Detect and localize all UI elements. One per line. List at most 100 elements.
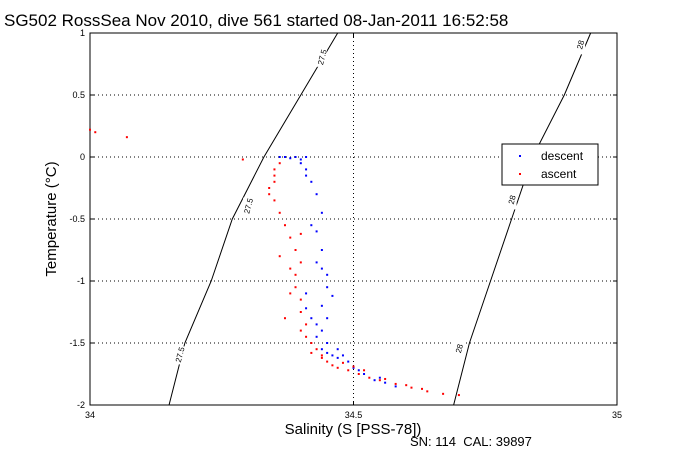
contour-label: 27.5 [174, 346, 187, 364]
descent-point [305, 174, 308, 177]
descent-point [278, 156, 281, 158]
y-tick-label: 0.5 [72, 90, 85, 100]
ascent-point [315, 348, 318, 351]
ascent-point [273, 174, 276, 177]
ascent-point [326, 360, 329, 363]
x-tick-label: 34 [85, 410, 95, 420]
ascent-point [283, 224, 286, 227]
ascent-point [331, 364, 334, 367]
legend-marker-ascent [519, 173, 521, 175]
descent-point [331, 354, 334, 357]
ascent-point [378, 379, 381, 382]
contour-label-bg [506, 191, 517, 210]
ascent-point [305, 335, 308, 338]
y-axis-label: Temperature (°C) [43, 161, 60, 276]
descent-point [326, 273, 329, 276]
descent-point [384, 381, 387, 384]
axis-ticks: 34 34.5 35 -2 -1.5 -1 -0.5 0 0.5 1 [69, 28, 622, 420]
y-tick-label: -2 [77, 400, 85, 410]
descent-point [326, 317, 329, 320]
ascent-point [278, 255, 281, 258]
ascent-point [283, 317, 286, 320]
descent-point [341, 354, 344, 357]
ascent-point [357, 373, 360, 375]
descent-point [315, 193, 318, 196]
ascent-point [289, 292, 292, 295]
ascent-point [320, 356, 323, 359]
contour-label-bg [316, 48, 327, 67]
descent-point [305, 307, 308, 310]
legend-label-descent: descent [541, 149, 584, 163]
contour-label-bg [575, 36, 586, 55]
ascent-point [405, 384, 408, 387]
ascent-point [305, 323, 308, 326]
ascent-point [273, 180, 276, 183]
descent-point [310, 180, 313, 183]
contour-label: 27.5 [316, 48, 329, 66]
descent-point [331, 294, 334, 297]
contour-label: 28 [454, 343, 465, 354]
ascent-point [352, 365, 355, 368]
ascent-point [268, 187, 271, 189]
ascent-point [294, 273, 297, 276]
series-descent [278, 156, 397, 388]
descent-point [320, 211, 323, 214]
ascent-point [347, 369, 350, 372]
descent-point [305, 292, 308, 295]
contour-label-bg [453, 340, 464, 359]
legend-label-ascent: ascent [541, 167, 577, 181]
descent-point [357, 369, 360, 372]
descent-point [320, 329, 323, 332]
ascent-point [294, 249, 297, 251]
descent-point [394, 385, 397, 388]
density-contour-line [168, 32, 339, 406]
ascent-point [457, 394, 460, 397]
data-series [89, 128, 460, 397]
descent-point [347, 360, 350, 363]
ascent-point [442, 392, 445, 395]
ascent-point [426, 390, 429, 393]
y-tick-label: -0.5 [69, 214, 85, 224]
descent-point [336, 356, 339, 359]
ascent-point [410, 386, 413, 389]
ascent-point [294, 286, 297, 289]
ascent-point [368, 376, 371, 379]
ascent-point [278, 211, 281, 214]
ascent-point [299, 261, 302, 264]
ascent-point [125, 136, 128, 139]
y-tick-label: -1.5 [69, 338, 85, 348]
ascent-point [310, 351, 313, 354]
contour-label: 28 [575, 39, 586, 50]
descent-point [320, 348, 323, 351]
legend-box [501, 143, 599, 186]
ascent-point [289, 236, 292, 239]
ascent-point [363, 369, 366, 372]
descent-point [294, 156, 297, 158]
ascent-point [320, 354, 323, 357]
descent-point [299, 162, 302, 165]
descent-point [320, 267, 323, 270]
ascent-point [299, 329, 302, 332]
ascent-point [268, 193, 271, 196]
descent-point [315, 323, 318, 326]
series-ascent [89, 128, 460, 397]
descent-point [315, 261, 318, 264]
descent-point [310, 224, 313, 227]
x-tick-label: 35 [612, 410, 622, 420]
descent-point [305, 156, 308, 158]
descent-point [299, 158, 302, 161]
descent-point [378, 376, 381, 379]
footer-text: SN: 114 CAL: 39897 [410, 434, 532, 449]
contour-label-bg [243, 197, 254, 216]
ascent-point [278, 162, 281, 165]
descent-point [326, 351, 329, 354]
y-tick-label: -1 [77, 276, 85, 286]
chart-title: SG502 RossSea Nov 2010, dive 561 started… [4, 11, 508, 30]
legend-marker-descent [519, 155, 521, 157]
ascent-point [94, 131, 97, 134]
x-tick-label: 34.5 [345, 410, 363, 420]
ascent-point [273, 168, 276, 171]
y-tick-label: 1 [80, 28, 85, 38]
contour-label: 28 [507, 194, 518, 205]
